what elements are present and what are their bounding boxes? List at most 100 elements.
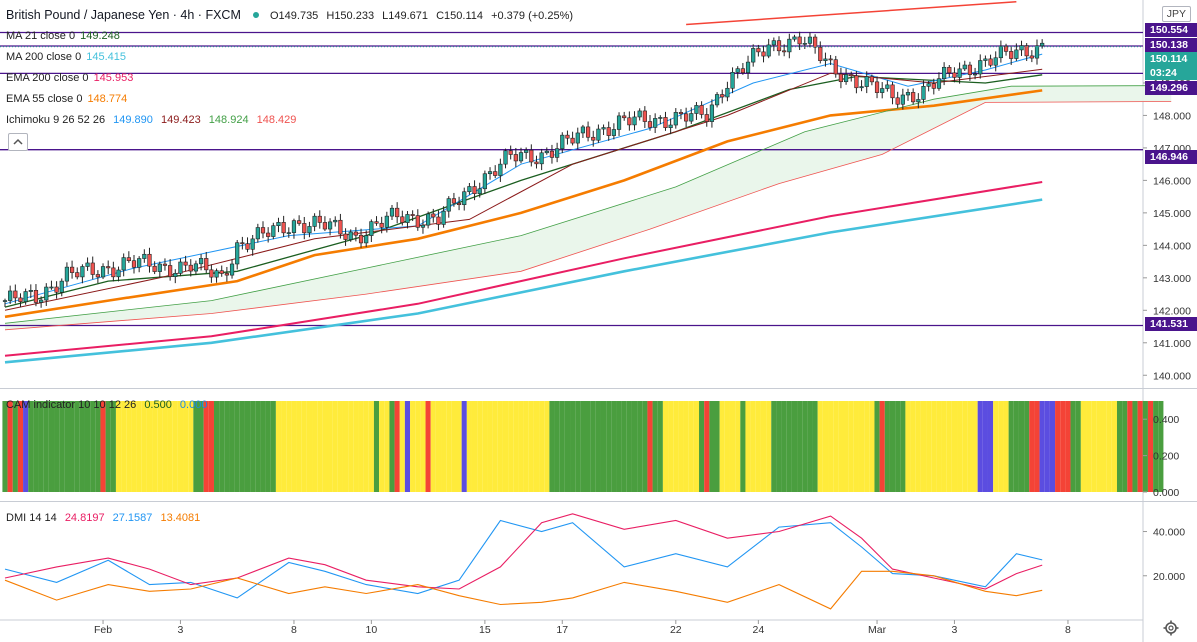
candle-169 xyxy=(874,76,880,99)
cam-bars xyxy=(2,401,1164,492)
candle-body xyxy=(302,223,307,234)
candle-163 xyxy=(843,68,849,85)
candle-body xyxy=(209,269,214,278)
cam-bar-183 xyxy=(946,401,952,492)
candle-body xyxy=(859,86,864,89)
candle-11 xyxy=(59,278,64,297)
cam-bar-61 xyxy=(317,401,323,492)
cam-bar-41 xyxy=(213,401,220,492)
cam-tick-label: 0.400 xyxy=(1153,414,1179,426)
cam-bar-168 xyxy=(869,401,875,492)
candle-body xyxy=(560,134,565,149)
cam-bar-117 xyxy=(606,401,612,492)
candle-116 xyxy=(601,124,606,136)
cam-bar-208 xyxy=(1075,401,1081,492)
candle-4 xyxy=(23,288,28,305)
cam-bar-153 xyxy=(791,401,798,492)
currency-label[interactable]: JPY xyxy=(1161,6,1191,22)
cam-bar-222 xyxy=(1147,401,1154,492)
cam-bar-24 xyxy=(126,401,132,492)
cam-bar-195 xyxy=(1008,401,1014,492)
legend-ema200-value: 145.953 xyxy=(93,72,134,84)
legend-cam[interactable]: CAM indicator 10 10 12 26 0.500 0.000 xyxy=(6,398,212,412)
legend-ma200[interactable]: MA 200 close 0 145.415 xyxy=(6,50,131,64)
candle-166 xyxy=(859,80,864,92)
candle-161 xyxy=(833,55,838,78)
candle-61 xyxy=(317,210,322,229)
candle-body xyxy=(348,231,353,240)
candle-body xyxy=(616,115,622,130)
candle-body xyxy=(998,45,1003,59)
cam-bar-127 xyxy=(657,401,663,492)
candle-body xyxy=(555,148,560,158)
cam-bar-143 xyxy=(740,401,746,492)
candle-body xyxy=(802,43,807,45)
cam-bar-169 xyxy=(874,401,880,492)
price-tick-label: 145.000 xyxy=(1153,208,1191,220)
candle-173 xyxy=(895,91,900,108)
candle-body xyxy=(962,64,967,70)
cam-bar-14 xyxy=(74,401,80,492)
candle-body xyxy=(704,114,709,122)
cam-bar-7 xyxy=(38,401,44,492)
legend-ema200[interactable]: EMA 200 close 0 145.953 xyxy=(6,71,138,85)
cam-bar-224 xyxy=(1158,401,1164,492)
candle-body xyxy=(2,300,8,302)
candle-body xyxy=(678,112,684,115)
collapse-legend-button[interactable] xyxy=(8,133,28,151)
legend-ma200-label: MA 200 close 0 xyxy=(6,51,82,63)
candle-164 xyxy=(849,71,854,82)
candle-body xyxy=(544,150,549,154)
candle-body xyxy=(415,215,420,228)
candle-body xyxy=(833,59,838,75)
candle-body xyxy=(106,266,111,269)
cam-bar-125 xyxy=(647,401,653,492)
candle-98 xyxy=(508,145,513,160)
candle-136 xyxy=(704,108,709,127)
candle-115 xyxy=(596,124,601,143)
cam-bar-180 xyxy=(931,401,937,492)
legend-dmi[interactable]: DMI 14 14 24.8197 27.1587 13.4081 xyxy=(6,511,205,525)
series-ma-200 xyxy=(4,198,1043,364)
legend-dmi-v2: 27.1587 xyxy=(112,512,153,524)
candle-165 xyxy=(854,71,859,94)
cam-bar-176 xyxy=(910,401,916,492)
price-tick-label: 146.000 xyxy=(1153,175,1191,187)
cam-bar-51 xyxy=(265,401,271,492)
candle-body xyxy=(193,263,199,272)
candle-body xyxy=(565,134,570,139)
candle-body xyxy=(580,126,586,134)
cam-bar-87 xyxy=(451,401,457,492)
cam-bar-75 xyxy=(389,401,395,492)
pane-divider-cam[interactable] xyxy=(0,388,1197,389)
legend-ichimoku-v2: 149.423 xyxy=(160,114,201,126)
candle-110 xyxy=(570,131,575,146)
settings-gear-icon[interactable] xyxy=(1163,620,1179,636)
candle-body xyxy=(54,286,59,293)
legend-ma21[interactable]: MA 21 close 0 149.248 xyxy=(6,29,125,43)
candle-17 xyxy=(90,256,95,280)
cam-bar-171 xyxy=(884,401,890,492)
candle-body xyxy=(271,225,276,237)
pane-divider-dmi[interactable] xyxy=(0,501,1197,502)
legend-ichimoku-v3: 148.924 xyxy=(208,114,249,126)
candle-46 xyxy=(240,236,245,250)
candle-103 xyxy=(534,155,539,169)
legend-ema200-label: EMA 200 close 0 xyxy=(6,72,89,84)
legend-ema55[interactable]: EMA 55 close 0 148.774 xyxy=(6,92,132,106)
candle-body xyxy=(477,188,482,194)
candle-body xyxy=(13,290,18,299)
cam-bar-21 xyxy=(110,401,116,492)
candle-body xyxy=(198,258,204,265)
legend-ichimoku[interactable]: Ichimoku 9 26 52 26 149.890 149.423 148.… xyxy=(6,113,301,127)
cam-bar-5 xyxy=(28,401,34,492)
candle-body xyxy=(529,149,534,163)
cam-bar-204 xyxy=(1055,401,1061,492)
candle-body xyxy=(33,290,39,303)
candle-body xyxy=(854,75,859,89)
cam-bar-130 xyxy=(673,401,679,492)
cam-bar-179 xyxy=(926,401,932,492)
candle-178 xyxy=(921,80,926,104)
candle-body xyxy=(751,48,756,63)
